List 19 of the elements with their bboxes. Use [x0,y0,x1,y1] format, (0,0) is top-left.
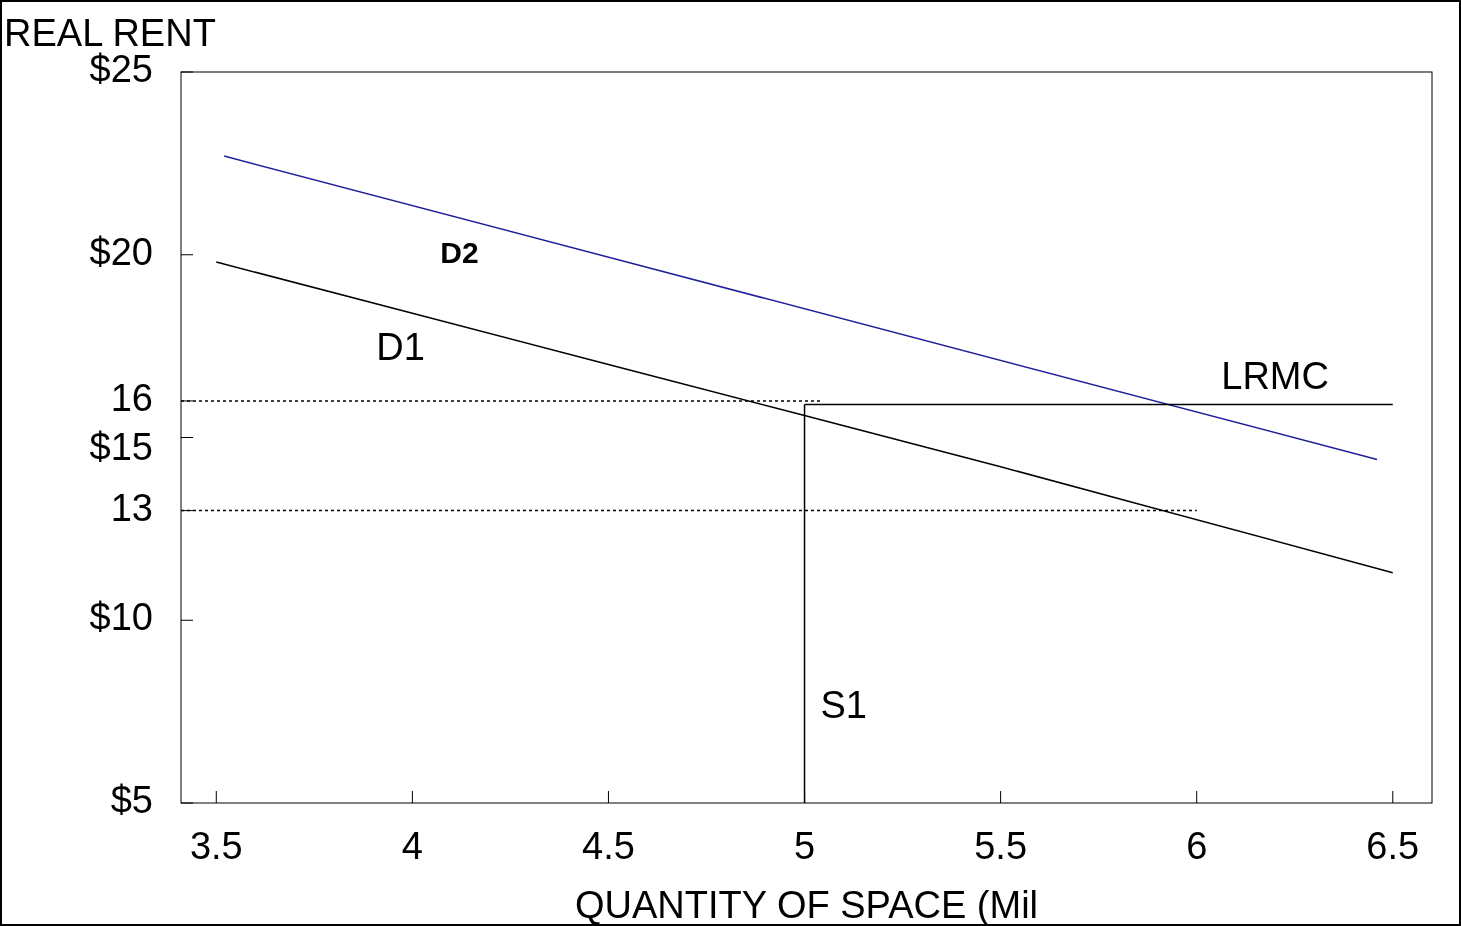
series-label: S1 [820,684,867,726]
x-tick-label: 4.5 [582,825,635,867]
x-axis-title: QUANTITY OF SPACE (Mil [574,884,1039,926]
series-label: LRMC [1221,355,1329,398]
y-tick-label: $15 [89,425,153,468]
y-tick-label: $5 [110,779,153,822]
x-tick-label: 6.5 [1366,825,1420,867]
x-tick-label: 4 [401,825,423,867]
y-tick-label: 13 [110,486,153,529]
x-tick-label: 5.5 [974,825,1028,867]
y-tick-label: $10 [89,596,153,639]
y-tick-label: $20 [89,230,153,273]
series-label: D1 [376,325,425,368]
x-tick-label: 6 [1186,825,1208,867]
series-label: D2 [440,235,479,269]
x-tick-label: 5 [793,825,816,867]
y-tick-label: $25 [89,48,153,91]
y-tick-label: 16 [110,376,153,419]
x-tick-label: 3.5 [189,825,243,867]
